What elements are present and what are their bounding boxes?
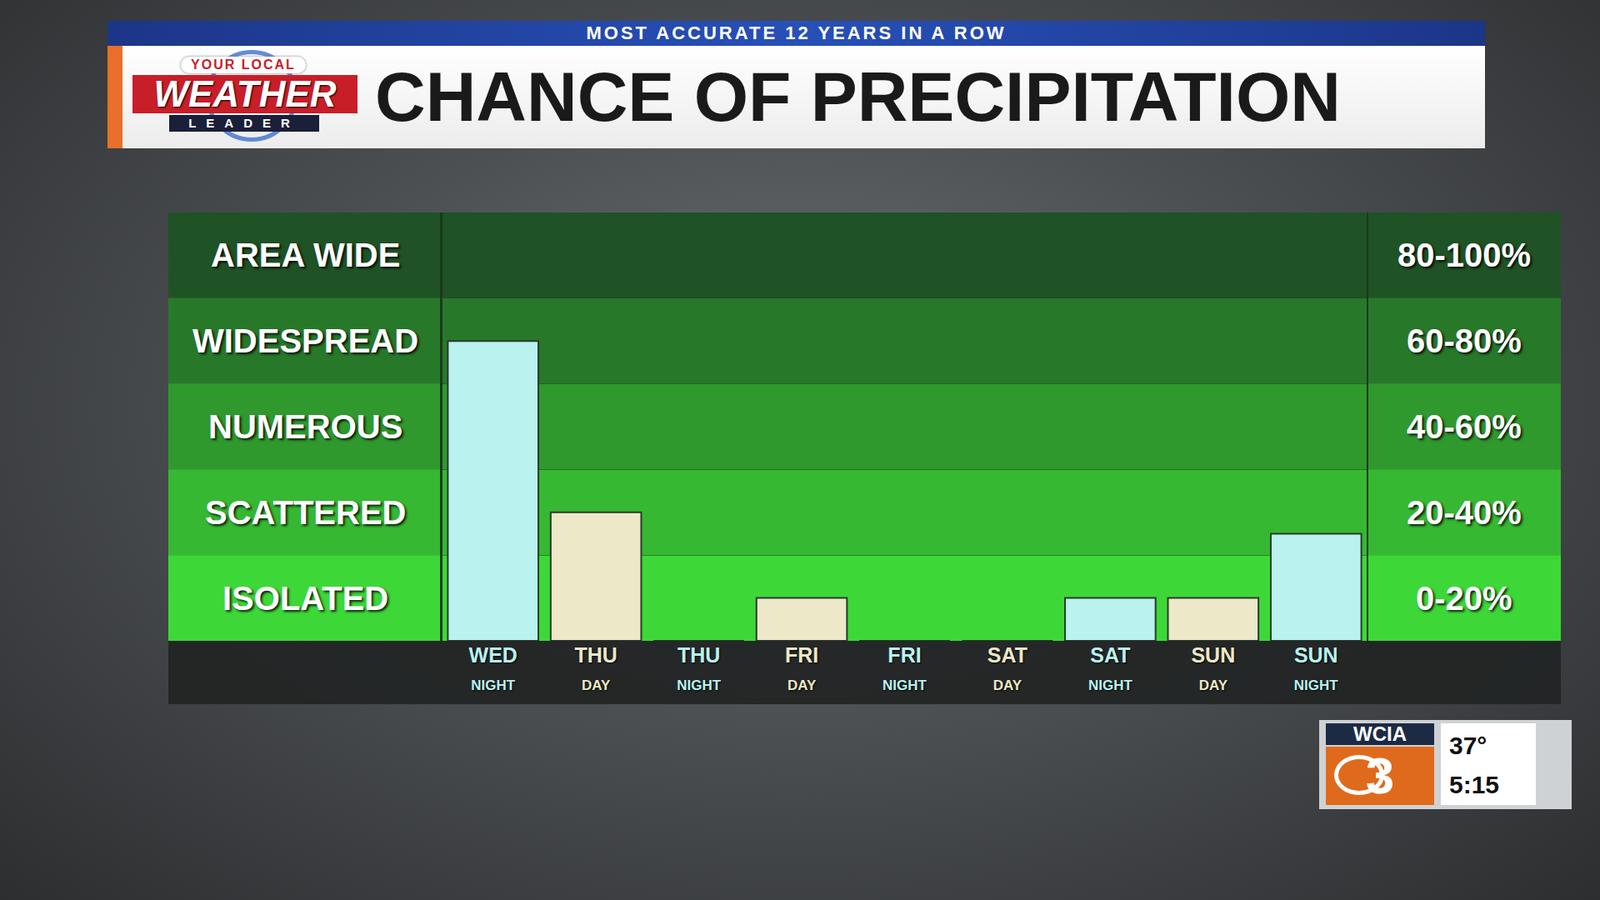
svg-text:SUNNIGHT: SUNNIGHT: [1294, 643, 1340, 694]
html-text:MOST ACCURATE 12 YEARS IN A RO: MOST ACCURATE 12 YEARS IN A ROW: [586, 22, 1007, 44]
svg-text:AREA WIDE: AREA WIDE: [210, 236, 400, 274]
svg-text:60-80%: 60-80%: [1406, 322, 1522, 360]
svg-text:ISOLATED: ISOLATED: [222, 580, 389, 617]
html-text:WCIA: WCIA: [1353, 722, 1407, 745]
svg-text:NUMEROUS: NUMEROUS: [208, 408, 403, 445]
svg-text:SATDAY: SATDAY: [987, 643, 1028, 694]
svg-text:SUNDAY: SUNDAY: [1190, 643, 1235, 694]
svg-text:FRIDAY: FRIDAY: [785, 643, 819, 694]
svg-text:WIDESPREAD: WIDESPREAD: [192, 322, 419, 360]
svg-text:0-20%: 0-20%: [1415, 580, 1513, 617]
svg-text:SCATTERED: SCATTERED: [205, 494, 406, 531]
html-text:5:15: 5:15: [1449, 770, 1500, 799]
svg-text:SATNIGHT: SATNIGHT: [1088, 643, 1134, 694]
svg-text:40-60%: 40-60%: [1406, 408, 1522, 445]
html-text:WEATHER: WEATHER: [153, 73, 337, 115]
svg-text:20-40%: 20-40%: [1406, 494, 1522, 531]
html-text:3: 3: [1365, 746, 1395, 805]
svg-text:WEDNIGHT: WEDNIGHT: [469, 643, 518, 694]
svg-text:80-100%: 80-100%: [1397, 236, 1531, 274]
html-text:YOUR LOCAL: YOUR LOCAL: [190, 57, 296, 72]
svg-text:FRINIGHT: FRINIGHT: [882, 643, 928, 694]
html-text:37°: 37°: [1449, 731, 1487, 760]
html-text:CHANCE OF PRECIPITATION: CHANCE OF PRECIPITATION: [375, 57, 1341, 136]
svg-text:THUNIGHT: THUNIGHT: [676, 643, 722, 694]
html-text:LEADER: LEADER: [188, 115, 300, 130]
svg-text:THUDAY: THUDAY: [574, 643, 617, 694]
